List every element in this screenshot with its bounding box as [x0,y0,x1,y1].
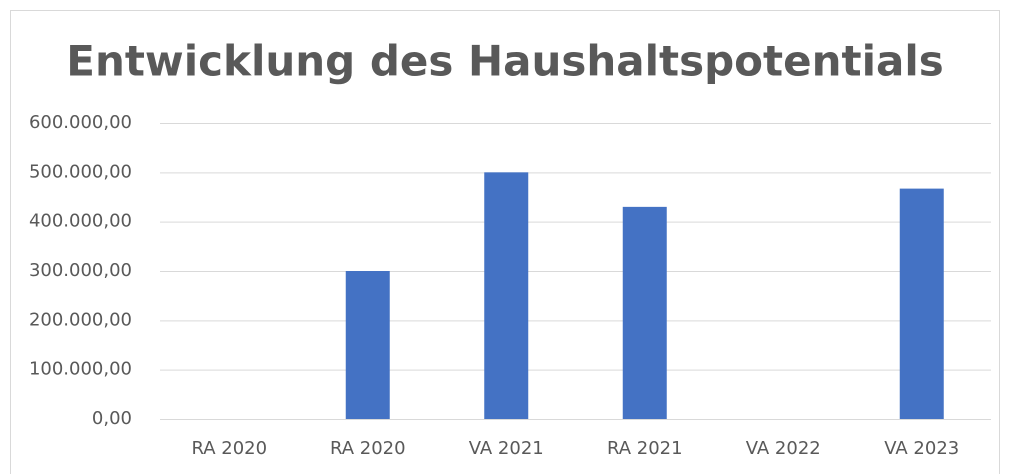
y-tick-label: 300.000,00 [29,260,132,281]
x-tick-label: VA 2022 [746,438,821,459]
y-tick-label: 100.000,00 [29,359,132,380]
x-tick-label: RA 2021 [607,438,683,459]
x-tick-label: RA 2020 [191,438,267,459]
y-tick-label: 500.000,00 [29,161,132,182]
bar [622,206,667,419]
bar [345,271,390,419]
bar [899,188,944,419]
bar [484,172,529,419]
chart-frame [10,10,1000,474]
x-tick-label: VA 2023 [884,438,959,459]
y-tick-label: 600.000,00 [29,112,132,133]
chart-title: Entwicklung des Haushaltspotentials [66,37,943,86]
y-tick-label: 0,00 [92,408,132,429]
y-tick-label: 400.000,00 [29,211,132,232]
y-tick-label: 200.000,00 [29,309,132,330]
x-tick-label: RA 2020 [330,438,406,459]
x-tick-label: VA 2021 [469,438,544,459]
